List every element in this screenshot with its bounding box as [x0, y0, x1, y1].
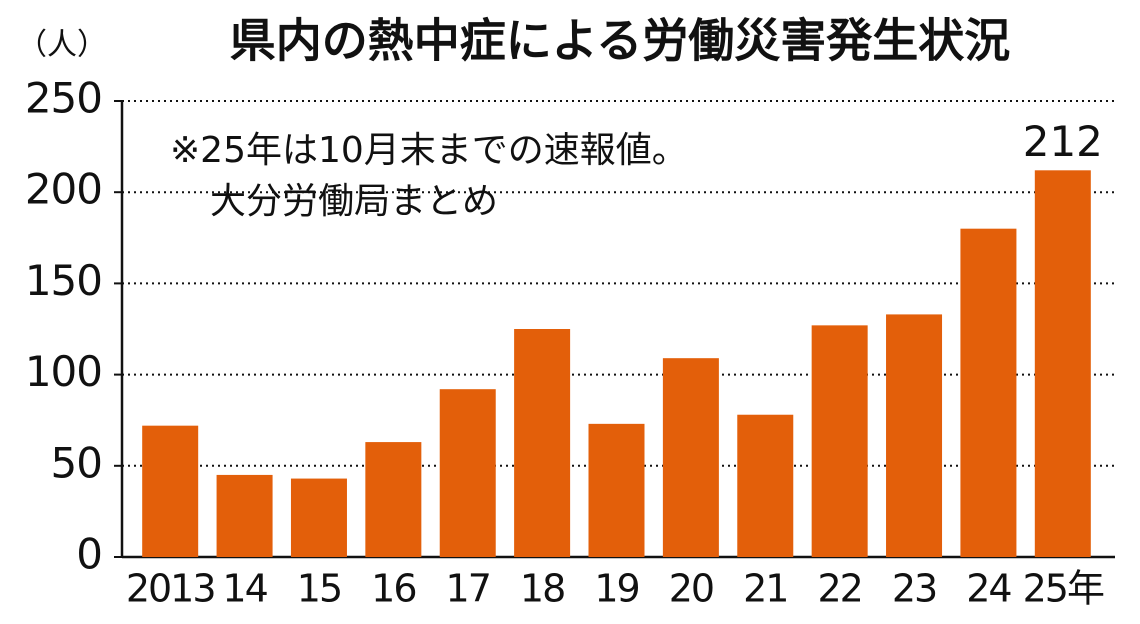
bar — [439, 389, 496, 557]
x-tick-label: 16 — [371, 567, 415, 611]
x-tick-label: 14 — [222, 567, 267, 611]
annotation: 大分労働局まとめ — [210, 181, 498, 222]
y-tick-label: 200 — [25, 165, 102, 214]
bar — [811, 325, 868, 557]
bar — [960, 228, 1017, 557]
x-tick-label: 23 — [892, 567, 936, 611]
annotation: ※25年は10月末までの速報値。 — [170, 130, 688, 171]
x-tick-label: 22 — [817, 567, 861, 611]
bar — [290, 478, 347, 557]
y-tick-label: 150 — [25, 256, 102, 305]
chart-title: 県内の熱中症による労働災害発生状況 — [230, 14, 1011, 68]
bar — [216, 474, 273, 557]
bar — [365, 442, 422, 557]
x-tick-label: 2013 — [126, 567, 215, 611]
bar — [662, 358, 719, 557]
y-tick-label: 250 — [25, 74, 102, 123]
x-tick-label: 24 — [966, 567, 1011, 611]
x-tick-label: 17 — [446, 567, 490, 611]
y-tick-label: 50 — [51, 438, 102, 487]
x-tick-label: 19 — [594, 567, 638, 611]
bar — [1034, 170, 1091, 557]
x-tick-label: 21 — [743, 567, 787, 611]
bar — [886, 314, 943, 557]
data-label: 212 — [1023, 117, 1103, 166]
bar — [142, 425, 199, 557]
x-tick-label: 20 — [669, 567, 713, 611]
bar — [588, 423, 645, 557]
bar — [514, 329, 571, 557]
bar — [737, 414, 794, 557]
y-axis-label: （人） — [17, 28, 107, 63]
y-tick-label: 100 — [25, 347, 102, 396]
y-tick-label: 0 — [76, 530, 102, 579]
x-tick-label: 18 — [520, 567, 564, 611]
x-tick-label: 25年 — [1023, 567, 1104, 611]
x-tick-label: 15 — [297, 567, 341, 611]
